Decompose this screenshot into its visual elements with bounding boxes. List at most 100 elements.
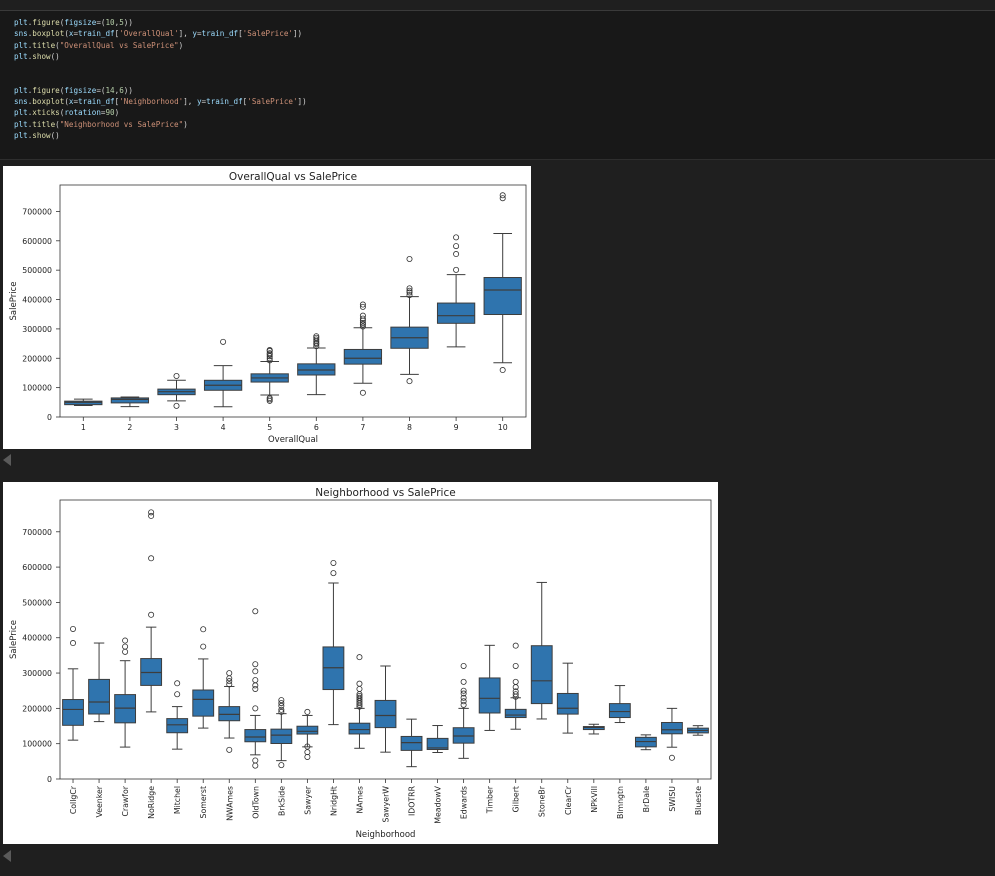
code-token: train_df bbox=[201, 29, 239, 39]
code-token: title bbox=[32, 119, 56, 129]
code-token: ], bbox=[183, 97, 197, 107]
x-tick-label: BrkSide bbox=[277, 786, 286, 816]
code-token: figure bbox=[32, 18, 60, 27]
box-group-6 bbox=[297, 333, 336, 396]
outlier-point bbox=[252, 677, 259, 684]
code-token: . bbox=[27, 51, 33, 61]
x-tick-label: 10 bbox=[498, 423, 508, 432]
code-token: train_df bbox=[78, 29, 115, 39]
code-token: "OverallQual vs SalePrice" bbox=[59, 40, 179, 50]
outlier-point bbox=[359, 315, 366, 322]
box-group-meadowv bbox=[426, 725, 449, 754]
outlier-point bbox=[278, 700, 285, 707]
x-tick-label: 5 bbox=[267, 423, 272, 432]
code-token: plt bbox=[14, 51, 28, 61]
box bbox=[426, 737, 449, 751]
outlier-point bbox=[278, 708, 285, 715]
outlier-point bbox=[278, 702, 285, 709]
outlier-point bbox=[460, 698, 467, 705]
code-line: plt.show() bbox=[14, 130, 307, 141]
outlier-point bbox=[173, 373, 180, 380]
box-group-gilbert bbox=[504, 642, 527, 730]
code-token: boxplot bbox=[32, 97, 65, 107]
outlier-point bbox=[252, 668, 259, 675]
code-token: [ bbox=[114, 29, 120, 39]
outlier-point bbox=[70, 625, 77, 632]
code-token: , bbox=[114, 18, 120, 27]
outlier-point bbox=[512, 662, 519, 669]
x-tick-label: StoneBr bbox=[538, 785, 547, 817]
code-token: ( bbox=[55, 40, 60, 50]
top-divider bbox=[0, 10, 995, 11]
box bbox=[348, 722, 371, 735]
code-token: 14 bbox=[105, 85, 115, 95]
y-tick-label: 400000 bbox=[22, 296, 52, 305]
y-tick-label: 300000 bbox=[22, 669, 52, 678]
code-token: ( bbox=[59, 108, 65, 118]
outlier-point bbox=[359, 320, 366, 327]
neighborhood-boxplot: Neighborhood vs SalePrice 0 100000 200000 30… bbox=[9, 487, 712, 840]
outlier-point bbox=[252, 682, 259, 689]
outlier-point bbox=[266, 357, 273, 364]
triangle-left-icon[interactable] bbox=[3, 850, 11, 862]
y-axis-label: SalePrice bbox=[9, 620, 19, 659]
code-line: sns.boxplot(x=train_df['Neighborhood'], … bbox=[14, 96, 307, 107]
x-tick-label: MeadowV bbox=[434, 785, 443, 823]
triangle-left-icon[interactable] bbox=[3, 454, 11, 466]
outlier-point bbox=[304, 743, 311, 750]
x-tick-label: NWAmes bbox=[225, 786, 234, 821]
code-token: xticks bbox=[32, 108, 60, 118]
box-group-crawfor bbox=[114, 637, 137, 748]
box bbox=[374, 699, 397, 729]
outlier-point bbox=[304, 708, 311, 715]
box-group-mitchel bbox=[166, 680, 189, 750]
outlier-point bbox=[359, 312, 366, 319]
outlier-point bbox=[252, 685, 259, 692]
x-tick-label: 9 bbox=[454, 423, 459, 432]
code-token: = bbox=[100, 108, 106, 118]
box-group-timber bbox=[478, 644, 501, 731]
x-axis-label: Neighborhood bbox=[356, 830, 416, 840]
x-tick-label: Blmngtn bbox=[616, 786, 625, 819]
code-line: plt.title("Neighborhood vs SalePrice") bbox=[14, 119, 307, 130]
code-token: plt bbox=[14, 119, 28, 129]
outlier-point bbox=[122, 648, 129, 655]
code-token: 90 bbox=[105, 108, 115, 118]
x-tick-label: 2 bbox=[127, 423, 132, 432]
outlier-point bbox=[453, 234, 460, 241]
code-token: y bbox=[196, 97, 202, 107]
code-token: = bbox=[196, 29, 202, 39]
outlier-point bbox=[148, 509, 155, 516]
outlier-point bbox=[356, 680, 363, 687]
code-line: plt.title("OverallQual vs SalePrice") bbox=[14, 40, 307, 51]
code-editor[interactable]: plt.figure(figsize=(10,5)) sns.boxplot(x=… bbox=[14, 17, 307, 141]
code-token: show bbox=[32, 51, 51, 61]
code-token: =( bbox=[96, 85, 106, 95]
outlier-point bbox=[359, 389, 366, 396]
outlier-point bbox=[460, 690, 467, 697]
code-token: . bbox=[27, 85, 33, 95]
code-cell[interactable]: plt.figure(figsize=(10,5)) sns.boxplot(x=… bbox=[0, 11, 995, 160]
outlier-point bbox=[453, 251, 460, 258]
code-token: title bbox=[32, 40, 56, 50]
code-token: figsize bbox=[64, 85, 97, 95]
code-token: ( bbox=[59, 85, 65, 95]
outlier-point bbox=[226, 678, 233, 685]
code-token: 10 bbox=[105, 18, 115, 27]
outlier-point bbox=[499, 367, 506, 374]
code-token: )) bbox=[123, 85, 133, 95]
outlier-point bbox=[499, 192, 506, 199]
x-tick-label: Mitchel bbox=[173, 786, 182, 814]
x-tick-label: BrDale bbox=[642, 786, 651, 813]
outlier-point bbox=[266, 347, 273, 354]
outlier-point bbox=[512, 691, 519, 698]
box bbox=[582, 726, 605, 731]
code-token: ) bbox=[183, 119, 188, 129]
x-tick-label: 6 bbox=[314, 423, 319, 432]
box bbox=[483, 277, 522, 316]
box-group-sawyer bbox=[296, 708, 319, 760]
code-token: )) bbox=[123, 18, 133, 27]
x-tick-label: SawyerW bbox=[382, 786, 391, 823]
y-tick-label: 0 bbox=[47, 413, 52, 422]
outlier-point bbox=[356, 693, 363, 700]
